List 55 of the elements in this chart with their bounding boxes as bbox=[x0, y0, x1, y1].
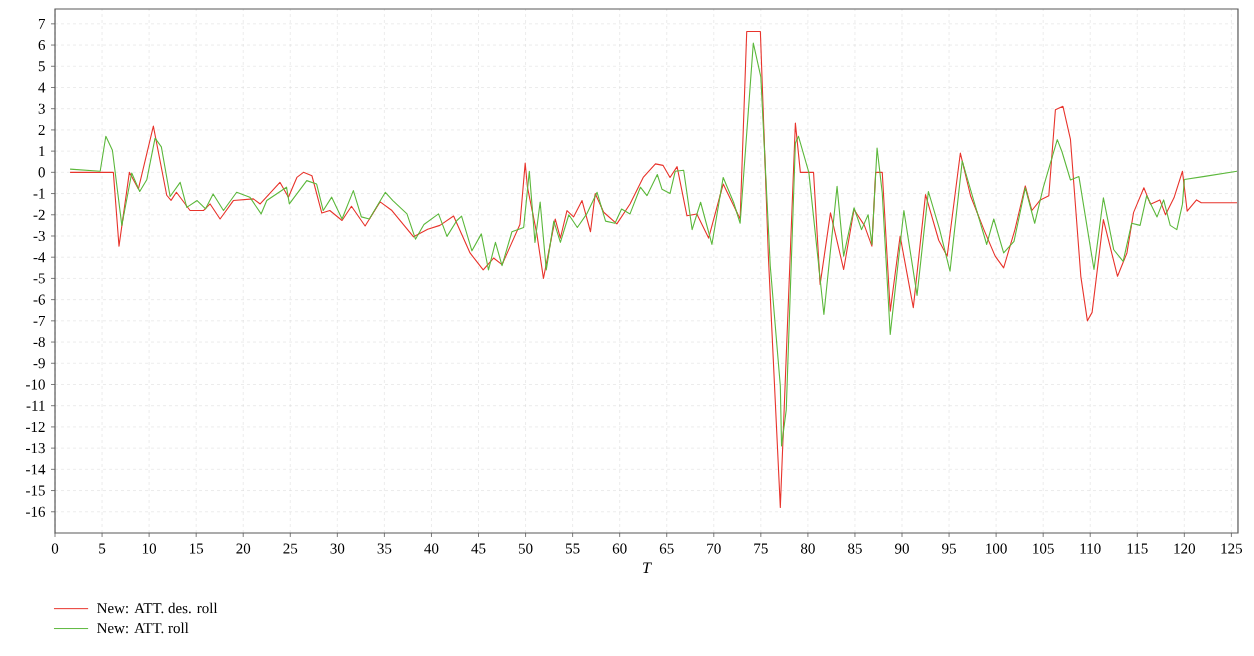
x-tick-label: 15 bbox=[190, 543, 204, 554]
y-tick-label: 4 bbox=[38, 82, 46, 93]
x-tick-label: 45 bbox=[471, 543, 486, 554]
y-tick-label: -4 bbox=[33, 252, 46, 263]
x-tick-label: 100 bbox=[986, 543, 1007, 554]
y-tick-label: -1 bbox=[33, 188, 45, 199]
y-tick-label: 6 bbox=[38, 40, 46, 51]
y-tick-label: -11 bbox=[26, 400, 45, 411]
y-tick-label: -8 bbox=[33, 337, 45, 348]
x-tick-label: 25 bbox=[283, 543, 298, 554]
line-series bbox=[69, 30, 1238, 509]
legend-label: New: ATT. roll bbox=[97, 622, 189, 634]
y-tick-label: -14 bbox=[26, 464, 46, 475]
x-tick-label: 10 bbox=[142, 543, 157, 554]
x-tick-label: 115 bbox=[1127, 543, 1148, 554]
x-tick-label: 65 bbox=[659, 543, 674, 554]
x-tick-label: 20 bbox=[236, 543, 251, 554]
x-tick-label: 95 bbox=[942, 543, 956, 554]
x-tick-label: 50 bbox=[518, 543, 533, 554]
x-tick-label: 40 bbox=[424, 543, 439, 554]
x-tick-label: 110 bbox=[1080, 543, 1101, 554]
x-tick-label: 105 bbox=[1033, 543, 1054, 554]
x-tick-label: 30 bbox=[330, 543, 345, 554]
x-axis-title: T bbox=[643, 562, 652, 573]
y-tick-label: -16 bbox=[26, 506, 46, 517]
x-tick-label: 90 bbox=[894, 543, 909, 554]
legend-label: New: ATT. des. roll bbox=[97, 602, 218, 614]
x-tick-label: 0 bbox=[51, 543, 59, 554]
x-tick-label: 35 bbox=[377, 543, 392, 554]
y-tick-label: 1 bbox=[39, 146, 45, 157]
y-tick-label: -5 bbox=[33, 273, 45, 284]
y-tick-label: 0 bbox=[38, 167, 45, 178]
x-tick-label: 75 bbox=[754, 543, 768, 554]
x-tick-label: 125 bbox=[1221, 543, 1243, 554]
line-series bbox=[69, 42, 1238, 447]
y-tick-label: -7 bbox=[33, 315, 46, 326]
x-tick-label: 85 bbox=[848, 543, 862, 554]
y-tick-label: 2 bbox=[38, 124, 45, 135]
x-tick-label: 80 bbox=[800, 543, 815, 554]
y-tick-label: -10 bbox=[26, 379, 45, 390]
y-tick-label: -9 bbox=[33, 358, 45, 369]
y-tick-label: 3 bbox=[38, 103, 45, 114]
y-tick-label: -13 bbox=[26, 443, 45, 454]
x-tick-label: 5 bbox=[99, 543, 106, 554]
y-tick-label: -3 bbox=[33, 230, 45, 242]
x-tick-label: 60 bbox=[612, 543, 627, 554]
x-tick-label: 70 bbox=[707, 543, 721, 554]
x-tick-label: 55 bbox=[566, 543, 580, 554]
y-tick-label: -2 bbox=[33, 209, 45, 220]
x-tick-label: 120 bbox=[1174, 543, 1196, 554]
y-tick-label: -12 bbox=[26, 421, 45, 432]
y-tick-label: -15 bbox=[26, 485, 45, 496]
y-tick-label: 7 bbox=[38, 18, 46, 29]
y-tick-label: 5 bbox=[38, 61, 45, 72]
y-tick-label: -6 bbox=[33, 294, 46, 305]
